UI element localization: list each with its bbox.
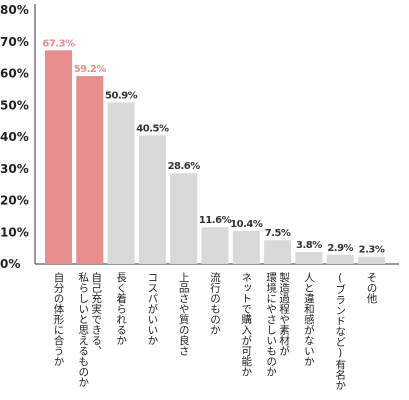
x-category-label: 上品さや質の良さ [178, 272, 190, 356]
x-category-label: 人と違和感がないか [303, 272, 315, 367]
bar [358, 256, 385, 264]
bar [107, 102, 135, 264]
data-label: 11.6% [199, 215, 232, 226]
x-category-label: 流行のものか [209, 271, 221, 335]
y-tick-label: 80% [0, 3, 29, 17]
bar [170, 173, 198, 264]
bar [138, 135, 166, 264]
data-label: 50.9% [105, 90, 138, 101]
data-label: 2.9% [327, 243, 353, 254]
bar [201, 227, 229, 264]
data-label: 28.6% [168, 161, 201, 172]
data-label: 40.5% [136, 123, 169, 134]
bar [76, 76, 104, 264]
x-category-label: 自己充実できる、 [90, 271, 102, 356]
y-tick-label: 10% [0, 225, 29, 239]
data-label: 10.4% [230, 219, 263, 230]
data-label: 7.5% [265, 228, 291, 239]
y-tick-label: 40% [0, 130, 29, 144]
x-category-label: その他 [366, 272, 378, 304]
x-category-label: 長く着られるか [115, 272, 127, 346]
data-label: 59.2% [74, 64, 107, 75]
x-category-label: ネットで購入が可能か [240, 272, 252, 377]
x-category-label: コスパがいいか [146, 272, 158, 346]
data-label: 67.3% [42, 38, 75, 49]
y-tick-label: 50% [0, 98, 29, 112]
y-tick-label: 60% [0, 67, 29, 81]
bar [326, 254, 354, 264]
data-label: 3.8% [296, 240, 322, 251]
bar [232, 230, 260, 264]
x-category-label: 自分の体形に合うか [53, 271, 65, 366]
bar [295, 251, 323, 264]
y-tick-label: 20% [0, 194, 29, 208]
x-category-label: 環境にやさしいものか [265, 272, 277, 377]
data-label: 2.3% [359, 245, 385, 256]
bar [264, 240, 292, 264]
bar [45, 50, 72, 265]
y-tick-label: 70% [0, 35, 29, 49]
x-category-label: 私らしいと思えるものか [77, 272, 89, 388]
y-tick-label: 0% [0, 257, 20, 271]
x-category-label: (ブランドなど)有名か [334, 272, 346, 391]
x-category-label: 製造過程や素材が [278, 271, 290, 356]
y-tick-label: 30% [0, 162, 29, 176]
